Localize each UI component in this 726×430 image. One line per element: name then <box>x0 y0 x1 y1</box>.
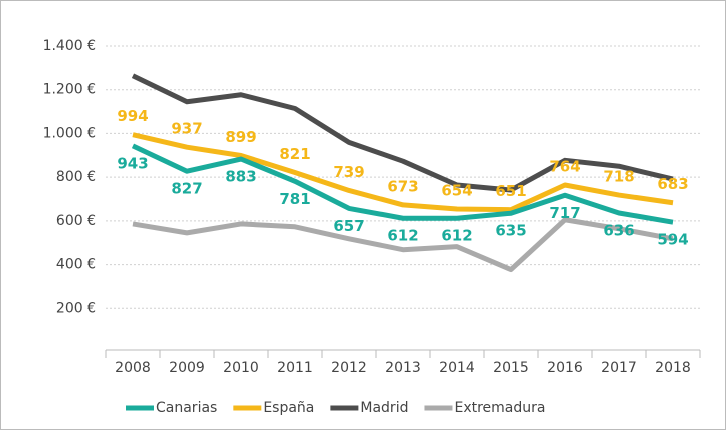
x-tick-label: 2015 <box>493 360 529 376</box>
data-label: 651 <box>495 182 526 200</box>
series-line <box>132 217 674 273</box>
data-label: 612 <box>441 227 472 245</box>
y-tick-label: 600 € <box>56 213 96 229</box>
data-label: 739 <box>333 163 364 181</box>
series-line <box>131 143 674 225</box>
data-label: 827 <box>171 180 202 198</box>
x-tick-label: 2008 <box>115 360 151 376</box>
x-tick-label: 2013 <box>385 360 421 376</box>
y-tick-label: 1.400 € <box>43 38 96 54</box>
legend-label: Canarias <box>156 400 217 416</box>
x-tick-label: 2012 <box>331 360 367 376</box>
data-label: 764 <box>549 158 580 176</box>
data-label: 899 <box>225 128 256 146</box>
legend-label: Madrid <box>360 400 408 416</box>
data-label: 717 <box>549 204 580 222</box>
legend-label: Extremadura <box>454 400 545 416</box>
legend-label: España <box>263 400 314 416</box>
x-tick-label: 2009 <box>169 360 205 376</box>
data-label: 821 <box>279 145 310 163</box>
data-label: 718 <box>603 168 634 186</box>
x-tick-label: 2014 <box>439 360 475 376</box>
data-label: 673 <box>387 177 418 195</box>
data-label: 781 <box>279 190 310 208</box>
data-label: 994 <box>117 107 148 125</box>
data-label: 635 <box>495 222 526 240</box>
data-label: 612 <box>387 227 418 245</box>
data-label: 636 <box>603 221 634 239</box>
data-label: 943 <box>117 154 148 172</box>
y-tick-label: 1.000 € <box>43 125 96 141</box>
x-tick-label: 2018 <box>655 360 691 376</box>
data-label: 683 <box>657 175 688 193</box>
y-tick-label: 800 € <box>56 169 96 185</box>
x-tick-label: 2017 <box>601 360 637 376</box>
data-label: 654 <box>441 182 472 200</box>
y-tick-label: 400 € <box>56 257 96 273</box>
y-tick-label: 200 € <box>56 300 96 316</box>
data-label: 657 <box>333 217 364 235</box>
x-tick-label: 2010 <box>223 360 259 376</box>
data-label: 594 <box>657 231 688 249</box>
x-tick-label: 2016 <box>547 360 583 376</box>
series-line <box>131 73 674 193</box>
data-label: 937 <box>171 120 202 138</box>
y-tick-label: 1.200 € <box>43 82 96 98</box>
data-label: 883 <box>225 168 256 186</box>
x-tick-label: 2011 <box>277 360 313 376</box>
series-line <box>132 132 674 213</box>
